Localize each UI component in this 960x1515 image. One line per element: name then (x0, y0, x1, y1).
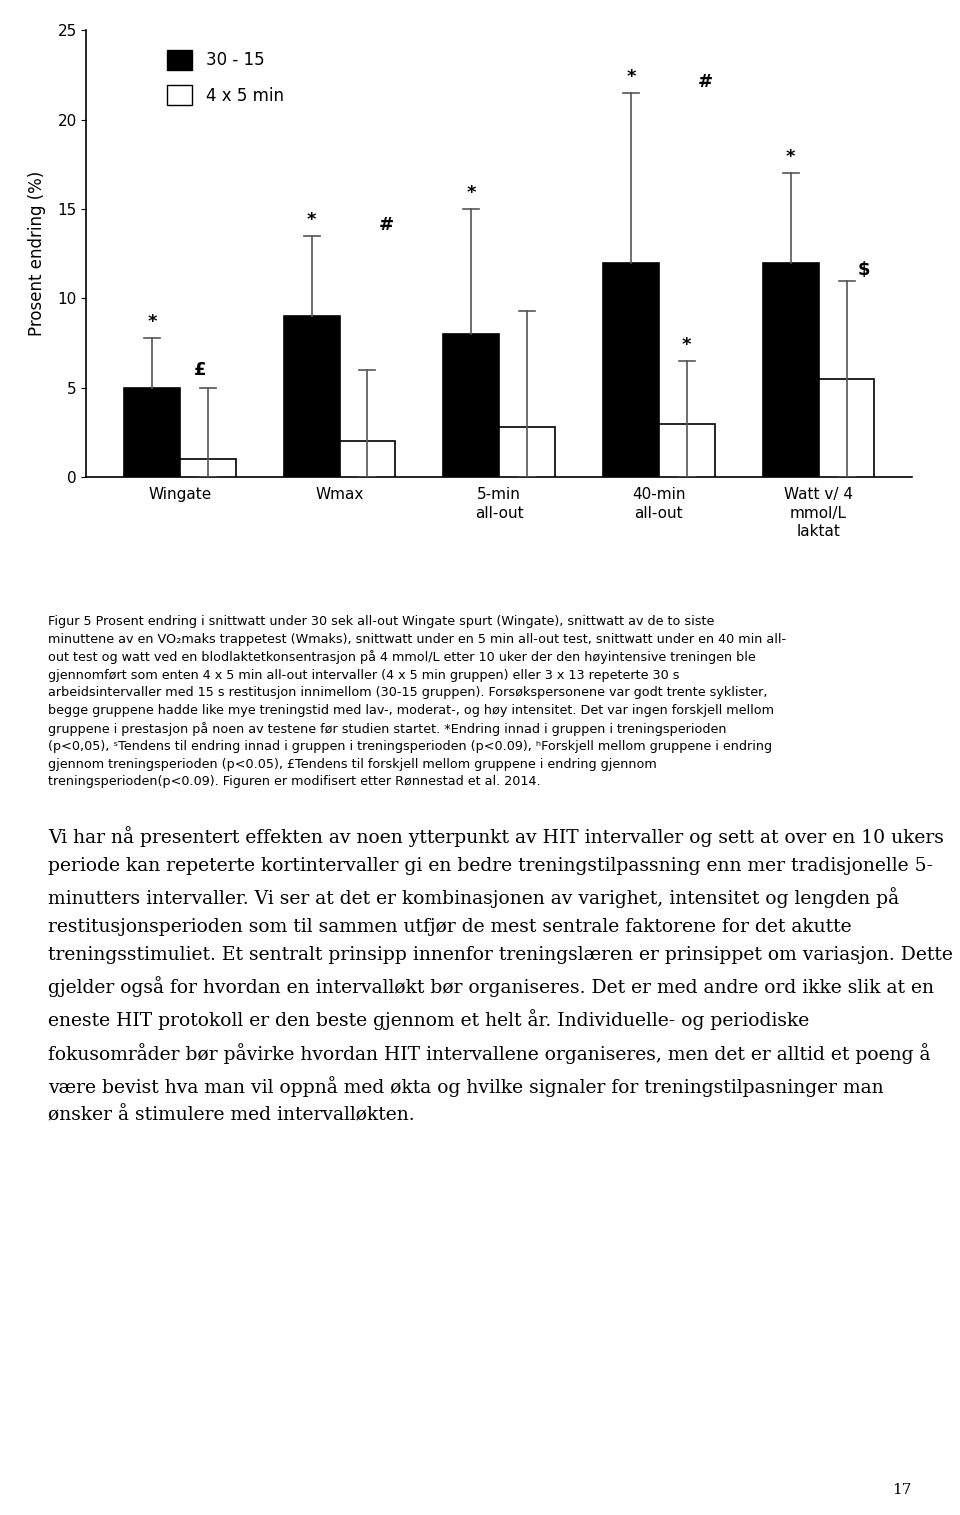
Text: £: £ (194, 361, 206, 379)
Text: 17: 17 (893, 1483, 912, 1497)
Text: *: * (307, 211, 316, 229)
Bar (659, 424, 715, 477)
Text: #: # (698, 73, 713, 91)
Text: Vi har nå presentert effekten av noen ytterpunkt av HIT intervaller og sett at o: Vi har nå presentert effekten av noen yt… (48, 826, 953, 1124)
Bar (180, 459, 236, 477)
Bar (124, 388, 180, 477)
Bar (499, 427, 555, 477)
Text: *: * (467, 183, 476, 201)
Bar (603, 262, 659, 477)
Text: *: * (786, 148, 796, 167)
Bar (283, 317, 340, 477)
Text: *: * (626, 68, 636, 86)
Bar (340, 441, 396, 477)
Y-axis label: Prosent endring (%): Prosent endring (%) (28, 171, 46, 336)
Text: Figur 5 Prosent endring i snittwatt under 30 sek all-out Wingate spurt (Wingate): Figur 5 Prosent endring i snittwatt unde… (48, 615, 786, 788)
Text: *: * (683, 336, 691, 355)
Bar (762, 262, 819, 477)
Bar (819, 379, 875, 477)
Text: $: $ (857, 261, 870, 279)
Text: #: # (378, 217, 394, 235)
Bar (444, 335, 499, 477)
Legend: 30 - 15, 4 x 5 min: 30 - 15, 4 x 5 min (160, 42, 291, 112)
Text: *: * (147, 312, 156, 330)
